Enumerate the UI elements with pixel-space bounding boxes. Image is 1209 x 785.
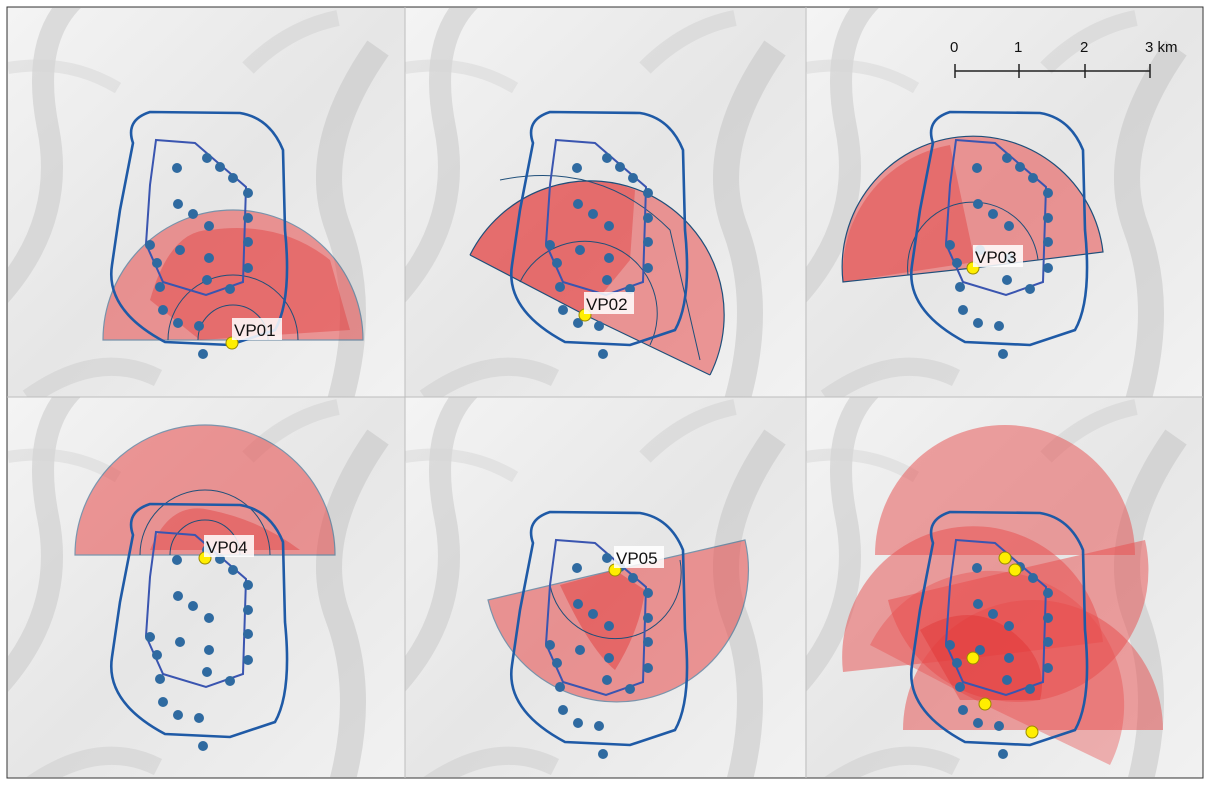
- panel-vp05: VP05: [385, 377, 805, 785]
- viewpoint-label: VP05: [616, 549, 658, 568]
- panel-vp04: VP04: [0, 377, 408, 785]
- scale-tick-label: 1: [1014, 39, 1022, 56]
- viewpoint-marker-icon: [1008, 563, 1022, 577]
- panel-vp02: VP02: [385, 0, 805, 408]
- viewpoint-marker-icon: [998, 551, 1012, 565]
- scale-tick-label: 2: [1080, 39, 1088, 56]
- panel-combined: [786, 377, 1206, 785]
- viewpoint-label: VP04: [206, 538, 248, 557]
- scale-tick-label: 0: [950, 39, 958, 56]
- viewpoint-label: VP01: [234, 321, 276, 340]
- panel-vp01: VP01: [0, 0, 408, 408]
- viewpoint-marker-icon: [966, 651, 980, 665]
- viewpoint-label: VP03: [975, 248, 1017, 267]
- viewpoint-marker-icon: [1025, 725, 1039, 739]
- viewpoint-marker-icon: [978, 697, 992, 711]
- panel-vp03: VP03 0 1 2 3 km: [786, 0, 1206, 408]
- scale-tick-label: 3 km: [1145, 39, 1178, 56]
- viewpoint-label: VP02: [586, 295, 628, 314]
- scale-bar: 0 1 2 3 km: [950, 39, 1178, 78]
